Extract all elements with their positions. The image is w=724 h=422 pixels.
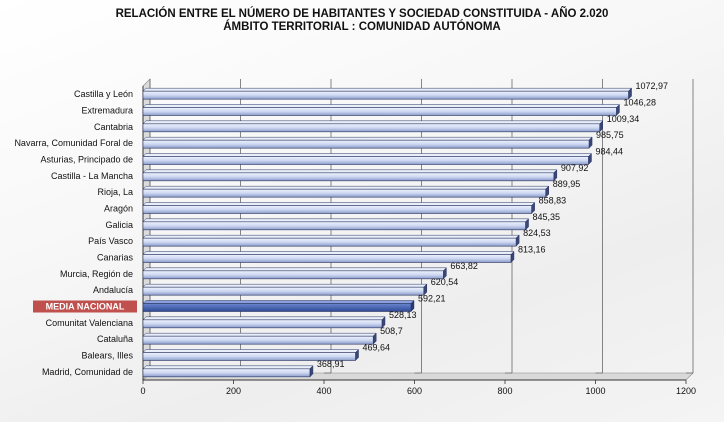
data-label: 620,54	[431, 277, 459, 287]
data-label: 1046,28	[623, 98, 656, 108]
category-label: Navarra, Comunidad Foral de	[14, 138, 133, 148]
category-label: Aragón	[104, 204, 133, 214]
bar-top	[142, 185, 550, 190]
data-label: 508,7	[380, 326, 403, 336]
bar-top	[142, 153, 593, 157]
category-label: Balears, Illes	[81, 351, 133, 361]
bar	[142, 172, 555, 182]
bar	[142, 107, 617, 116]
bar-top	[142, 365, 314, 370]
category-label: Cataluña	[97, 334, 133, 344]
category-label-highlight: MEDIA NACIONAL	[46, 302, 125, 312]
bar	[142, 237, 517, 247]
bar	[142, 139, 590, 149]
bar	[142, 156, 589, 165]
category-label: País Vasco	[88, 236, 133, 246]
bar-top	[142, 169, 558, 174]
bar	[142, 303, 412, 312]
chart-subtitle: ÁMBITO TERRITORIAL : COMUNIDAD AUTÓNOMA	[223, 21, 501, 33]
bar-top	[142, 136, 593, 141]
bar-top	[142, 218, 530, 223]
data-label: 858,83	[539, 196, 567, 206]
data-label: 845,35	[533, 212, 561, 222]
data-label: 1072,97	[636, 81, 669, 91]
data-label: 889,95	[553, 179, 581, 189]
data-label: 824,53	[523, 228, 551, 238]
bar	[142, 188, 547, 198]
bar	[142, 270, 444, 280]
bar	[142, 90, 629, 100]
category-label: Castilla - La Mancha	[51, 171, 133, 181]
bar	[142, 221, 526, 231]
category-label: Rioja, La	[97, 187, 133, 197]
category-label: Madrid, Comunidad de	[42, 367, 133, 377]
category-label: Castilla y León	[74, 89, 133, 99]
bar	[142, 368, 311, 378]
data-label: 663,82	[450, 261, 478, 271]
x-tick-label: 800	[497, 386, 512, 396]
data-label: 907,92	[561, 163, 589, 173]
bar-top	[142, 267, 447, 272]
category-label: Extremadura	[81, 106, 133, 116]
bar-top	[142, 316, 386, 321]
category-label: Galicia	[105, 220, 133, 230]
x-tick-label: 0	[140, 386, 145, 396]
data-label: 985,75	[596, 130, 624, 140]
category-label: Asturias, Principado de	[40, 155, 133, 165]
data-label: 813,16	[518, 245, 546, 255]
bar-top	[142, 300, 415, 304]
bar-top	[142, 104, 621, 108]
highlight-label-bg	[33, 300, 137, 313]
x-tick-label: 1000	[585, 386, 605, 396]
data-label: 1009,34	[607, 114, 640, 124]
x-tick-label: 600	[407, 386, 422, 396]
bar-top	[142, 120, 604, 125]
x-tick-label: 400	[316, 386, 331, 396]
category-label: Comunitat Valenciana	[46, 318, 133, 328]
bar	[142, 123, 601, 133]
bar	[142, 335, 374, 345]
bar-top	[142, 202, 536, 206]
category-label: Canarias	[97, 253, 134, 263]
category-label: Murcia, Región de	[60, 269, 133, 279]
data-label: 528,13	[389, 310, 417, 320]
bar-top	[142, 234, 520, 239]
category-label: Cantabria	[94, 122, 133, 132]
bar-top	[142, 87, 633, 92]
data-label: 469,64	[363, 343, 391, 353]
bar-top	[142, 283, 428, 288]
data-label: 368,91	[317, 359, 345, 369]
bar	[142, 254, 512, 263]
data-label: 592,21	[418, 294, 446, 304]
bar	[142, 319, 383, 329]
bar-top	[142, 332, 377, 337]
x-tick-label: 200	[226, 386, 241, 396]
chart-title: RELACIÓN ENTRE EL NÚMERO DE HABITANTES Y…	[115, 8, 609, 20]
bar-top	[142, 251, 515, 255]
bar	[142, 352, 356, 361]
x-tick-label: 1200	[676, 386, 696, 396]
bar	[142, 286, 425, 296]
bar	[142, 205, 532, 214]
data-label: 984,44	[595, 147, 623, 157]
category-label: Andalucía	[93, 285, 133, 295]
bar-top	[142, 349, 360, 353]
